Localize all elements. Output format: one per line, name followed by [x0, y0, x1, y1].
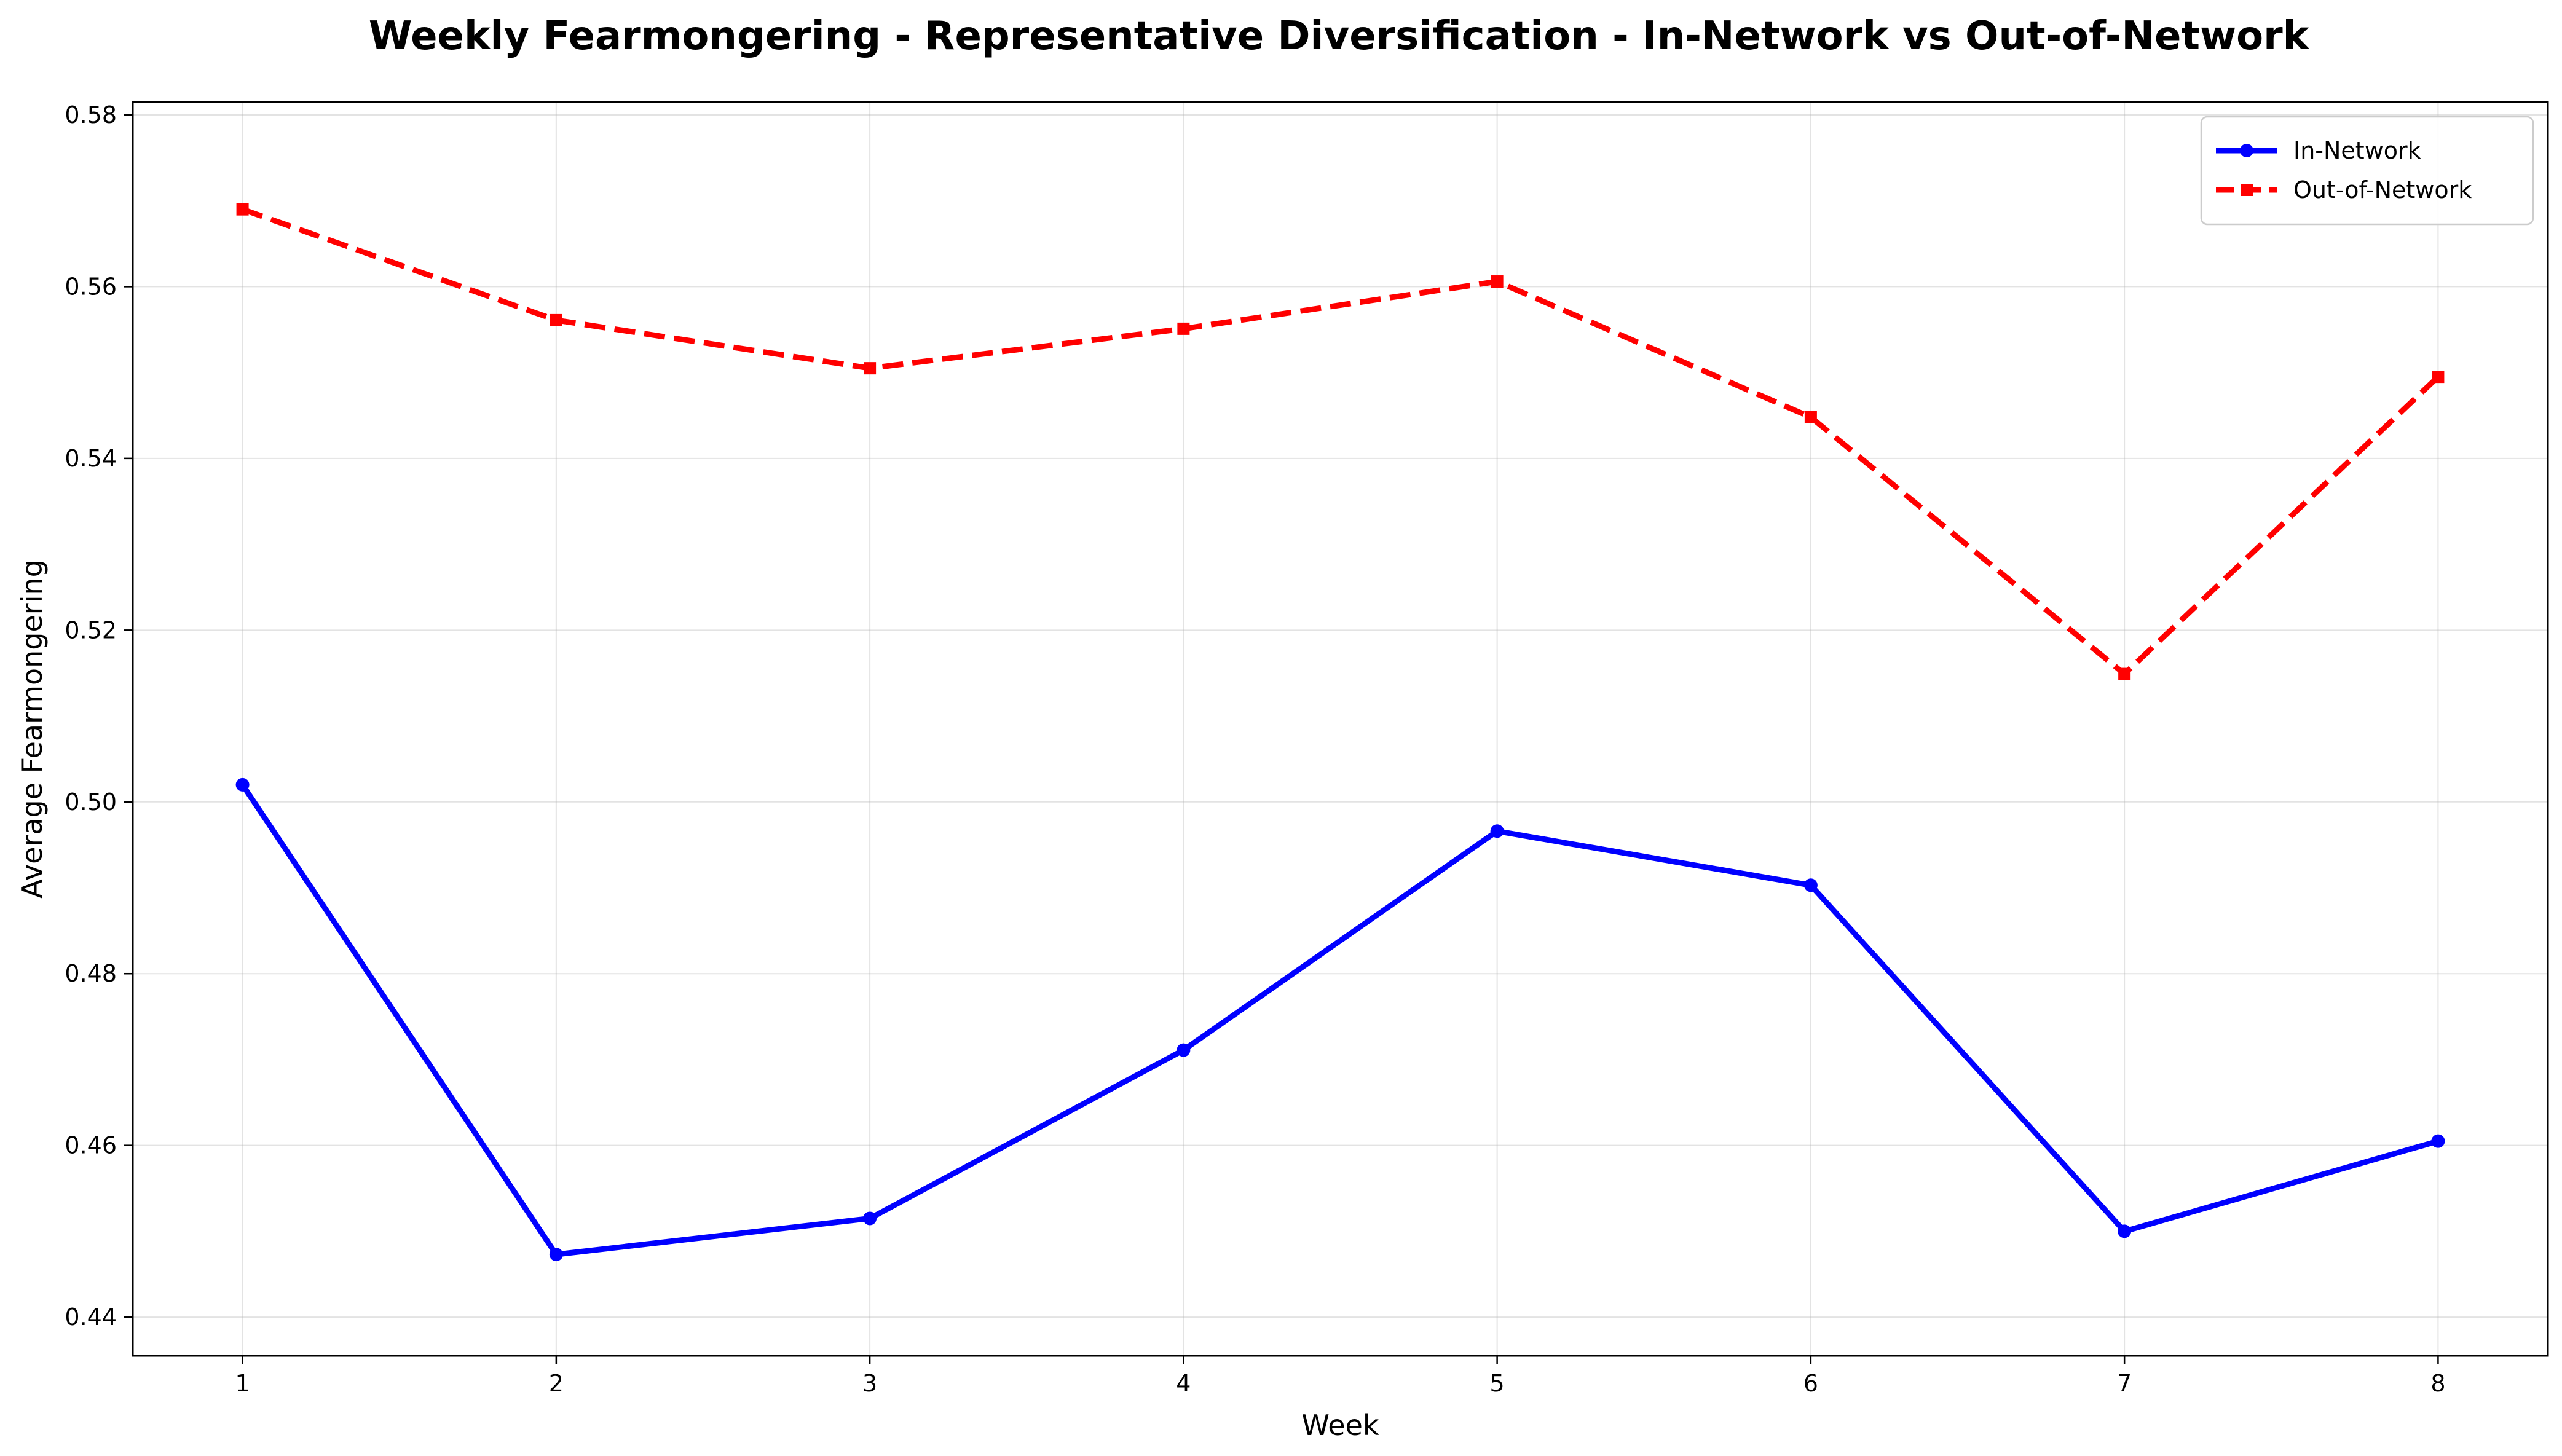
legend-marker-in-network	[2240, 144, 2253, 157]
legend-label-out-of-network: Out-of-Network	[2293, 176, 2472, 203]
data-point-out-of-network	[1177, 322, 1190, 335]
x-tick-label: 7	[2117, 1370, 2132, 1397]
data-point-out-of-network	[1804, 411, 1817, 423]
chart-title: Weekly Fearmongering - Representative Di…	[369, 14, 2310, 59]
data-point-out-of-network	[1491, 275, 1504, 288]
y-axis-label: Average Fearmongering	[15, 559, 49, 899]
x-tick-label: 3	[862, 1370, 877, 1397]
y-tick-label: 0.48	[65, 960, 117, 987]
data-point-in-network	[1177, 1043, 1191, 1057]
x-tick-label: 8	[2430, 1370, 2445, 1397]
data-point-out-of-network	[550, 313, 562, 326]
y-tick-label: 0.52	[65, 616, 117, 643]
data-point-in-network	[1490, 824, 1504, 838]
x-tick-label: 2	[549, 1370, 564, 1397]
data-point-out-of-network	[236, 203, 249, 216]
x-tick-label: 4	[1176, 1370, 1191, 1397]
x-axis-label: Week	[1301, 1409, 1379, 1442]
y-tick-label: 0.46	[65, 1132, 117, 1159]
x-tick-label: 5	[1490, 1370, 1505, 1397]
data-point-in-network	[1803, 878, 1818, 892]
data-point-in-network	[549, 1248, 563, 1262]
legend-box	[2200, 116, 2534, 226]
data-point-in-network	[235, 777, 250, 792]
x-tick-label: 6	[1803, 1370, 1818, 1397]
data-point-out-of-network	[2432, 371, 2445, 384]
legend-label-in-network: In-Network	[2293, 137, 2421, 164]
series-line-out-of-network	[242, 207, 2440, 677]
plot-area: 1 2 3 4 5 6 7 8 0.44 0.46 0.48 0.50 0.52 0.54 0.56 0.58…	[15, 101, 2549, 1442]
y-tick-label: 0.56	[65, 273, 117, 300]
y-tick-label: 0.54	[65, 445, 117, 472]
data-point-in-network	[2118, 1224, 2132, 1238]
plot-frame	[132, 101, 2549, 1357]
legend: In-Network Out-of-Network	[2200, 116, 2534, 226]
y-tick-label: 0.50	[65, 789, 117, 816]
data-point-in-network	[863, 1211, 877, 1226]
data-point-in-network	[2431, 1134, 2445, 1148]
data-point-out-of-network	[2118, 667, 2131, 680]
data-point-out-of-network	[864, 362, 877, 375]
series-line-in-network	[240, 783, 2439, 1257]
y-tick-label: 0.44	[65, 1304, 117, 1331]
legend-marker-out-of-network	[2241, 184, 2253, 196]
y-tick-label: 0.58	[65, 101, 117, 128]
x-tick-label: 1	[235, 1370, 250, 1397]
